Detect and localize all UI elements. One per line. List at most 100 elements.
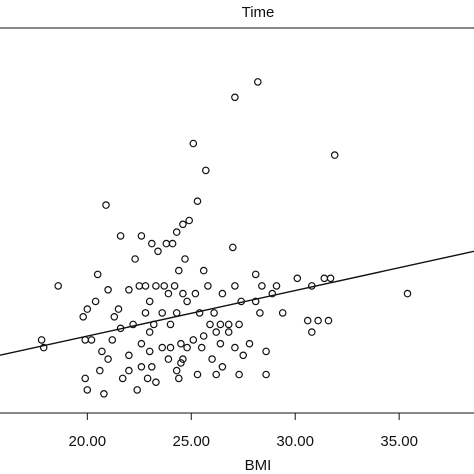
data-point-76 bbox=[212, 328, 221, 336]
data-point-39 bbox=[125, 285, 133, 294]
data-point-55 bbox=[172, 309, 181, 317]
points-layer bbox=[37, 78, 412, 398]
data-point-101 bbox=[177, 359, 185, 367]
data-point-108 bbox=[81, 374, 90, 383]
data-point-35 bbox=[258, 282, 266, 290]
data-point-57 bbox=[210, 309, 218, 317]
data-point-6 bbox=[193, 197, 202, 206]
data-point-93 bbox=[231, 343, 239, 352]
data-point-18 bbox=[131, 255, 139, 263]
regression-line bbox=[0, 250, 474, 356]
data-point-59 bbox=[278, 309, 287, 317]
data-point-54 bbox=[158, 309, 167, 317]
data-point-11 bbox=[137, 232, 146, 240]
data-point-43 bbox=[218, 289, 227, 298]
data-point-65 bbox=[129, 320, 137, 329]
data-point-83 bbox=[177, 339, 185, 348]
data-point-16 bbox=[229, 243, 237, 252]
data-point-103 bbox=[137, 362, 146, 371]
data-point-60 bbox=[110, 312, 119, 321]
data-point-22 bbox=[93, 270, 102, 279]
data-point-120 bbox=[133, 386, 142, 394]
data-point-113 bbox=[235, 370, 243, 379]
data-point-90 bbox=[166, 343, 175, 352]
data-point-29 bbox=[141, 282, 150, 290]
data-point-14 bbox=[162, 239, 171, 248]
data-point-73 bbox=[307, 328, 316, 336]
data-point-1 bbox=[253, 78, 262, 86]
data-point-74 bbox=[145, 328, 154, 336]
data-point-110 bbox=[143, 374, 152, 383]
data-point-69 bbox=[216, 320, 225, 329]
data-point-112 bbox=[212, 370, 221, 379]
data-point-117 bbox=[152, 378, 160, 387]
data-point-99 bbox=[208, 355, 216, 363]
data-point-70 bbox=[224, 320, 233, 329]
data-point-23 bbox=[251, 270, 260, 279]
data-point-15 bbox=[168, 239, 177, 248]
x-axis-label: BMI bbox=[245, 457, 272, 474]
data-point-67 bbox=[166, 320, 175, 329]
data-point-25 bbox=[326, 274, 335, 283]
data-point-87 bbox=[39, 343, 48, 352]
data-point-91 bbox=[183, 343, 191, 352]
data-point-38 bbox=[104, 285, 112, 294]
data-point-68 bbox=[206, 320, 214, 329]
data-point-2 bbox=[231, 93, 239, 102]
data-point-32 bbox=[170, 282, 179, 290]
data-point-50 bbox=[251, 297, 260, 306]
data-point-94 bbox=[262, 347, 270, 356]
x-tick-label: 35.00 bbox=[380, 433, 418, 450]
data-point-114 bbox=[262, 370, 270, 379]
data-point-17 bbox=[154, 247, 162, 256]
data-point-9 bbox=[179, 220, 187, 229]
data-point-26 bbox=[320, 274, 329, 283]
data-point-19 bbox=[181, 255, 189, 263]
data-point-46 bbox=[91, 297, 100, 306]
x-tick-label: 20.00 bbox=[69, 433, 107, 450]
data-point-77 bbox=[224, 328, 233, 336]
data-point-42 bbox=[191, 289, 200, 298]
data-point-21 bbox=[199, 266, 208, 275]
data-point-88 bbox=[98, 347, 106, 356]
data-point-81 bbox=[108, 336, 117, 344]
data-point-31 bbox=[160, 282, 169, 290]
data-point-115 bbox=[179, 355, 187, 363]
data-point-96 bbox=[125, 351, 133, 360]
data-point-92 bbox=[197, 343, 206, 352]
data-point-58 bbox=[256, 309, 264, 317]
data-point-44 bbox=[268, 289, 277, 298]
data-point-8 bbox=[185, 216, 194, 225]
data-point-30 bbox=[152, 282, 160, 290]
data-point-51 bbox=[83, 305, 92, 313]
x-tick-label: 25.00 bbox=[172, 433, 210, 450]
data-point-33 bbox=[204, 282, 212, 290]
data-point-40 bbox=[164, 289, 173, 298]
data-point-41 bbox=[179, 289, 187, 298]
data-point-48 bbox=[183, 297, 191, 306]
data-point-78 bbox=[37, 336, 46, 344]
x-ticks-layer: 20.00 25.00 30.00 35.00 bbox=[69, 413, 418, 450]
data-point-45 bbox=[403, 289, 412, 298]
data-point-100 bbox=[239, 351, 248, 360]
data-point-75 bbox=[199, 332, 208, 340]
data-point-106 bbox=[125, 366, 133, 375]
data-point-97 bbox=[104, 355, 112, 363]
data-point-107 bbox=[96, 366, 104, 375]
data-point-20 bbox=[175, 266, 183, 275]
data-point-64 bbox=[324, 316, 333, 325]
data-point-5 bbox=[202, 166, 210, 175]
data-point-71 bbox=[235, 320, 243, 329]
data-point-27 bbox=[54, 282, 63, 290]
data-point-98 bbox=[164, 355, 173, 363]
data-point-12 bbox=[116, 232, 125, 240]
data-point-34 bbox=[231, 282, 239, 290]
data-point-47 bbox=[145, 297, 154, 306]
data-point-102 bbox=[148, 362, 156, 371]
data-point-118 bbox=[83, 386, 92, 394]
data-point-56 bbox=[195, 309, 204, 317]
data-point-10 bbox=[172, 228, 181, 236]
data-point-109 bbox=[118, 374, 127, 383]
data-point-104 bbox=[218, 362, 227, 371]
